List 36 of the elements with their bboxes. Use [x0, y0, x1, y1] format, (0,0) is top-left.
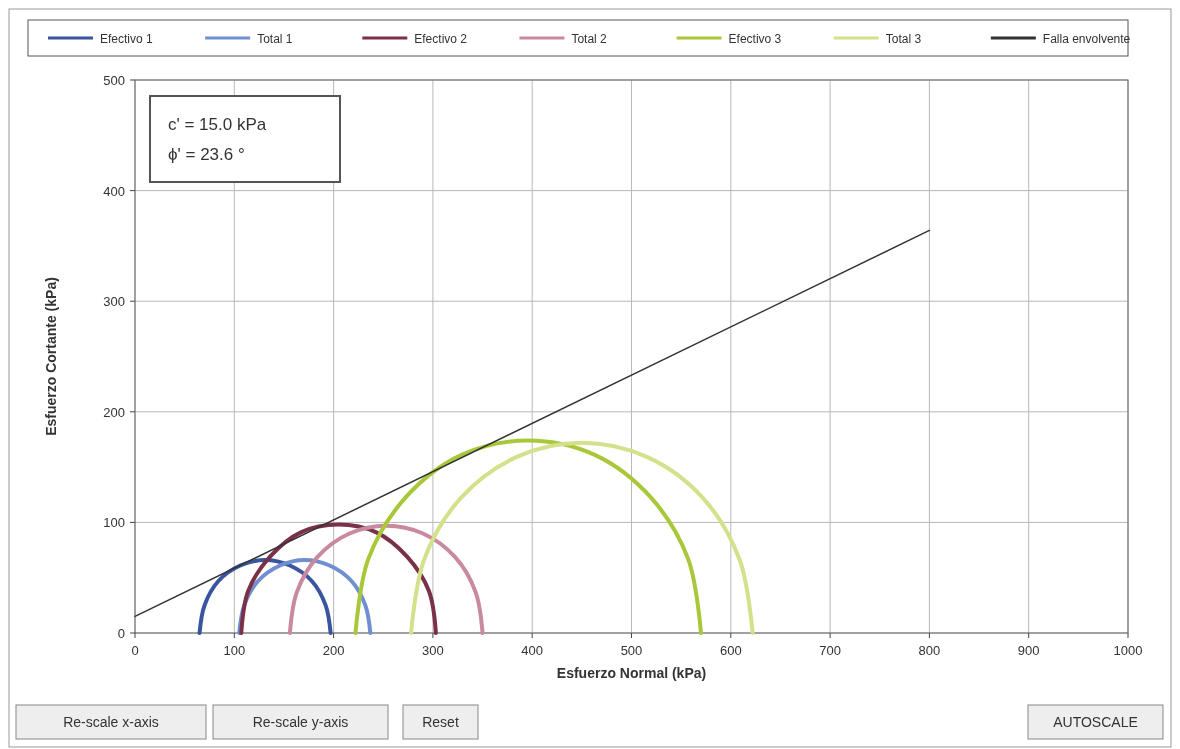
legend-label: Falla envolvente — [1042, 32, 1131, 46]
button: Re-scale x-axis — [15, 704, 207, 740]
y-tick-label: 0 — [117, 626, 125, 641]
line-series — [409, 440, 755, 635]
button: Reset — [402, 704, 479, 740]
x-tick-label: 200 — [322, 643, 345, 658]
x-tick-label: 100 — [223, 643, 246, 658]
x-tick-label: 500 — [620, 643, 643, 658]
y-tick-label: 400 — [103, 183, 125, 199]
x-tick-label: 900 — [1017, 643, 1040, 658]
legend-label: Efectivo 2 — [414, 32, 468, 46]
y-axis-title: Esfuerzo Cortante (kPa) — [43, 277, 59, 436]
y-tick-label: 100 — [103, 515, 125, 531]
button: Re-scale y-axis — [212, 704, 389, 740]
parameter-box: c' = 15.0 kPa ϕ' = 23.6 ° — [149, 95, 341, 183]
y-tick-label: 500 — [103, 73, 125, 88]
legend-label: Total 1 — [257, 32, 293, 46]
legend-label: Efectivo 3 — [728, 32, 782, 46]
annotation: ϕ' = 23.6 ° — [168, 145, 245, 164]
x-axis-title: Esfuerzo Normal (kPa) — [556, 665, 707, 681]
annotation: c' = 15.0 kPa — [168, 115, 267, 134]
x-tick-label: 400 — [521, 643, 544, 658]
y-tick-label: 200 — [103, 404, 125, 420]
line-series — [353, 438, 704, 635]
x-tick-label: 1000 — [1113, 643, 1143, 658]
line-series — [287, 523, 485, 635]
y-tick-label: 300 — [103, 294, 125, 310]
legend-label: Total 3 — [885, 32, 922, 46]
x-tick-label: 700 — [819, 643, 841, 658]
x-tick-label: 0 — [131, 643, 139, 658]
x-tick-label: 300 — [422, 643, 444, 658]
legend-label: Total 2 — [571, 32, 608, 46]
legend-label: Efectivo 1 — [100, 32, 154, 46]
button: AUTOSCALE — [1027, 704, 1164, 740]
x-tick-label: 600 — [719, 643, 742, 658]
x-tick-label: 800 — [918, 643, 941, 658]
